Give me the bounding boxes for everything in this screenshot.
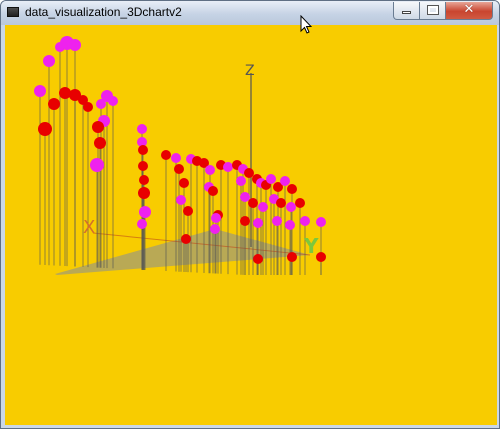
data-point [78, 95, 88, 105]
data-point [59, 87, 71, 99]
data-point [316, 252, 326, 262]
data-point [181, 234, 191, 244]
data-point [69, 89, 81, 101]
data-point [272, 216, 282, 226]
data-point [316, 217, 326, 227]
data-point [210, 224, 220, 234]
data-point [137, 219, 147, 229]
data-point [205, 165, 215, 175]
minimize-button[interactable] [393, 2, 420, 20]
data-point [83, 102, 93, 112]
data-point [236, 176, 246, 186]
close-icon: ✕ [463, 2, 475, 17]
chart-floor [55, 229, 310, 275]
data-point [138, 161, 148, 171]
points-group [34, 36, 326, 264]
data-point [176, 195, 186, 205]
data-point [276, 198, 286, 208]
data-point [179, 178, 189, 188]
data-point [258, 202, 268, 212]
data-point [208, 186, 218, 196]
data-point [161, 150, 171, 160]
data-point [171, 153, 181, 163]
x-axis-label: X [83, 217, 95, 238]
data-point [138, 187, 150, 199]
data-point [43, 55, 55, 67]
data-point [139, 175, 149, 185]
title-bar[interactable]: data_visualization_3Dchartv2 ✕ [1, 1, 499, 25]
data-point [253, 254, 263, 264]
data-point [287, 184, 297, 194]
data-point [48, 98, 60, 110]
data-point [174, 164, 184, 174]
window-title: data_visualization_3Dchartv2 [25, 5, 182, 19]
data-point [38, 122, 52, 136]
data-point [295, 198, 305, 208]
data-point [55, 42, 65, 52]
data-point [137, 137, 147, 147]
data-point [108, 96, 118, 106]
data-point [300, 216, 310, 226]
minimize-icon [402, 11, 411, 14]
data-point [94, 137, 106, 149]
z-axis-label: Z [245, 63, 255, 79]
data-point [90, 158, 104, 172]
data-point [183, 206, 193, 216]
data-point [92, 121, 104, 133]
data-point [244, 168, 254, 178]
maximize-icon [426, 5, 439, 15]
data-point [139, 206, 151, 218]
canvas-area[interactable]: X Y Z [5, 25, 497, 425]
data-point [240, 216, 250, 226]
y-axis-label: Y [303, 234, 319, 258]
data-point [199, 158, 209, 168]
data-point [286, 202, 296, 212]
mouse-cursor-icon [300, 15, 312, 34]
data-point [240, 192, 250, 202]
maximize-button[interactable] [420, 2, 446, 20]
data-point [253, 218, 263, 228]
data-point [96, 99, 106, 109]
data-point [69, 39, 81, 51]
data-point [285, 220, 295, 230]
data-point [34, 85, 46, 97]
data-point [248, 198, 258, 208]
app-icon [7, 7, 19, 17]
data-point [138, 145, 148, 155]
data-point [211, 213, 221, 223]
stems-group [39, 43, 322, 275]
data-point [280, 176, 290, 186]
close-button[interactable]: ✕ [446, 2, 493, 20]
data-point [287, 252, 297, 262]
3d-chart[interactable]: X Y Z [5, 25, 497, 425]
data-point [137, 124, 147, 134]
data-point [273, 182, 283, 192]
data-point [266, 174, 276, 184]
data-point [223, 162, 233, 172]
